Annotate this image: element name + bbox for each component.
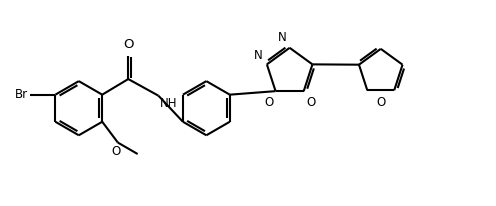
Text: O: O [376,96,385,109]
Text: O: O [307,96,316,109]
Text: N: N [278,31,287,44]
Text: N: N [254,49,263,62]
Text: O: O [264,96,273,109]
Text: Br: Br [15,88,28,101]
Text: NH: NH [160,97,177,110]
Text: O: O [123,39,133,52]
Text: O: O [111,145,121,158]
